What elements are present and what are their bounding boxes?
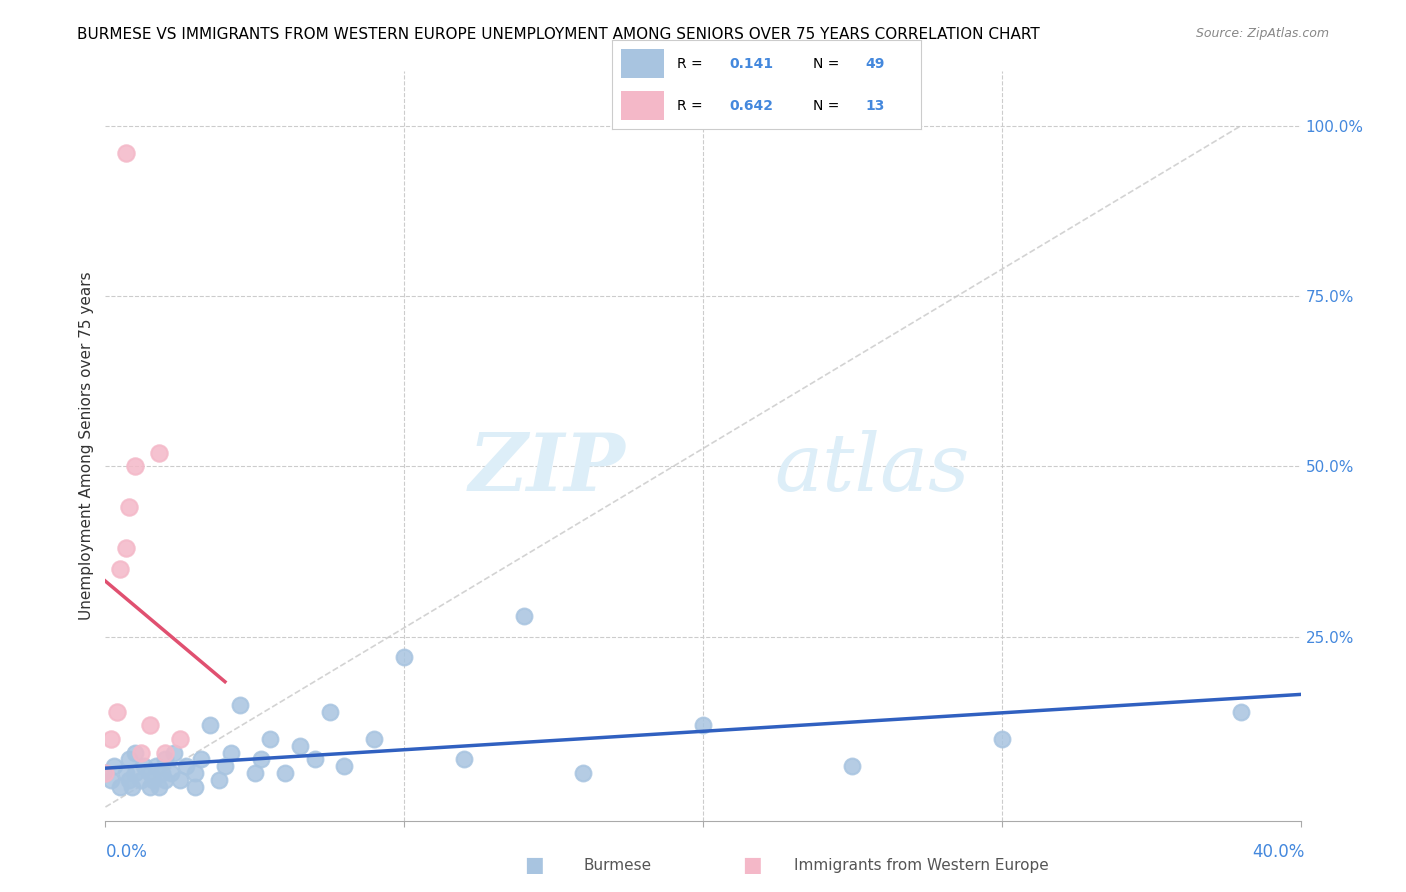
Point — [134, 759, 156, 773]
Text: R =: R = — [676, 57, 702, 70]
Point — [229, 698, 252, 712]
Point — [304, 752, 326, 766]
Point — [129, 772, 153, 787]
Point — [572, 766, 595, 780]
Point — [990, 731, 1012, 746]
Point — [118, 772, 141, 787]
Point — [121, 780, 143, 794]
Point — [118, 752, 141, 766]
Point — [513, 609, 536, 624]
Text: atlas: atlas — [775, 430, 970, 508]
Point — [692, 718, 714, 732]
Point — [129, 746, 153, 760]
Point — [94, 766, 117, 780]
Point — [214, 759, 236, 773]
Point — [118, 500, 141, 515]
Point — [155, 746, 177, 760]
Point — [94, 766, 117, 780]
Point — [243, 766, 266, 780]
Text: 0.141: 0.141 — [730, 57, 773, 70]
Point — [1229, 705, 1253, 719]
Point — [155, 752, 177, 766]
Point — [333, 759, 356, 773]
Point — [150, 766, 173, 780]
Point — [273, 766, 295, 780]
Point — [453, 752, 475, 766]
Point — [163, 746, 186, 760]
Point — [148, 446, 170, 460]
Point — [841, 759, 863, 773]
Point — [100, 772, 122, 787]
Point — [115, 541, 138, 556]
Point — [184, 780, 207, 794]
Point — [174, 759, 197, 773]
Point — [124, 746, 146, 760]
Point — [124, 459, 146, 474]
Point — [145, 759, 167, 773]
Text: Burmese: Burmese — [583, 858, 651, 872]
Y-axis label: Unemployment Among Seniors over 75 years: Unemployment Among Seniors over 75 years — [79, 272, 94, 620]
Point — [142, 772, 165, 787]
Text: R =: R = — [676, 99, 702, 112]
Text: N =: N = — [813, 57, 839, 70]
Point — [139, 718, 162, 732]
Text: BURMESE VS IMMIGRANTS FROM WESTERN EUROPE UNEMPLOYMENT AMONG SENIORS OVER 75 YEA: BURMESE VS IMMIGRANTS FROM WESTERN EUROP… — [77, 27, 1040, 42]
Point — [115, 766, 138, 780]
Text: ZIP: ZIP — [468, 430, 626, 508]
Text: N =: N = — [813, 99, 839, 112]
Point — [190, 752, 212, 766]
Point — [155, 772, 177, 787]
Point — [110, 780, 132, 794]
Point — [110, 561, 132, 575]
Text: Immigrants from Western Europe: Immigrants from Western Europe — [794, 858, 1049, 872]
Text: ■: ■ — [524, 855, 544, 875]
Point — [103, 759, 125, 773]
Point — [169, 731, 191, 746]
Point — [208, 772, 231, 787]
Point — [160, 766, 183, 780]
Point — [250, 752, 273, 766]
Point — [363, 731, 385, 746]
Point — [198, 718, 221, 732]
Point — [124, 766, 146, 780]
Point — [107, 705, 129, 719]
FancyBboxPatch shape — [621, 49, 664, 78]
Text: ■: ■ — [742, 855, 762, 875]
Point — [288, 739, 311, 753]
Text: 13: 13 — [865, 99, 884, 112]
Point — [394, 650, 416, 665]
Point — [259, 731, 281, 746]
FancyBboxPatch shape — [621, 91, 664, 120]
Text: Source: ZipAtlas.com: Source: ZipAtlas.com — [1195, 27, 1329, 40]
Point — [148, 780, 170, 794]
Point — [184, 766, 207, 780]
Point — [219, 746, 242, 760]
Point — [100, 731, 122, 746]
Text: 0.642: 0.642 — [730, 99, 773, 112]
Point — [139, 766, 162, 780]
Text: 40.0%: 40.0% — [1253, 843, 1305, 861]
Point — [318, 705, 340, 719]
Text: 0.0%: 0.0% — [105, 843, 148, 861]
Point — [169, 772, 191, 787]
Point — [115, 146, 138, 161]
Text: 49: 49 — [865, 57, 884, 70]
Point — [139, 780, 162, 794]
